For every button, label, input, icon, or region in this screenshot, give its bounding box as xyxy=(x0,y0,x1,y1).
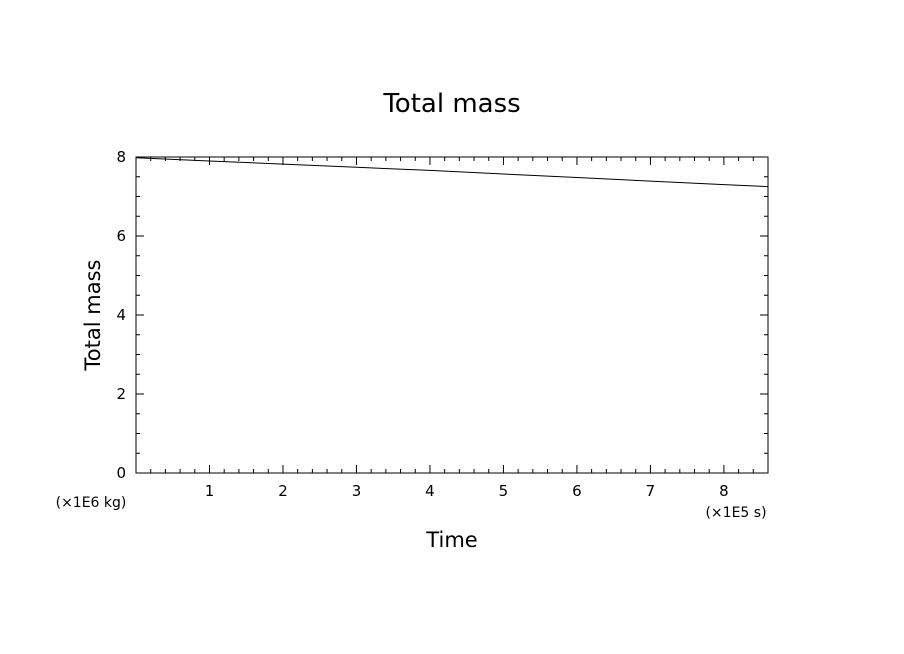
x-tick-label: 6 xyxy=(572,482,582,500)
y-tick-label: 0 xyxy=(116,464,126,482)
x-axis-unit: (×1E5 s) xyxy=(705,505,766,521)
x-minor-ticks xyxy=(150,157,754,473)
y-axis-unit: (×1E6 kg) xyxy=(56,495,127,511)
plot-frame xyxy=(135,156,769,474)
x-tick-label: 3 xyxy=(352,482,362,500)
x-axis-ticks: 1 2 3 4 5 6 7 8 xyxy=(205,157,729,500)
y-tick-label: 4 xyxy=(116,306,126,324)
x-tick-label: 4 xyxy=(425,482,435,500)
y-tick-label: 6 xyxy=(116,227,126,245)
y-minor-ticks xyxy=(136,176,768,454)
y-tick-label: 8 xyxy=(116,148,126,166)
x-tick-label: 8 xyxy=(719,482,729,500)
x-tick-label: 7 xyxy=(646,482,656,500)
x-axis-label: Time xyxy=(425,528,477,552)
chart-title: Total mass xyxy=(382,89,520,119)
y-axis-label: Total mass xyxy=(81,260,105,372)
x-tick-label: 5 xyxy=(499,482,509,500)
x-tick-label: 2 xyxy=(278,482,288,500)
x-tick-label: 1 xyxy=(205,482,215,500)
series-group xyxy=(135,157,769,188)
y-tick-label: 2 xyxy=(116,385,126,403)
y-axis-ticks: 0 2 4 6 8 xyxy=(116,148,768,482)
series-line xyxy=(135,157,769,188)
